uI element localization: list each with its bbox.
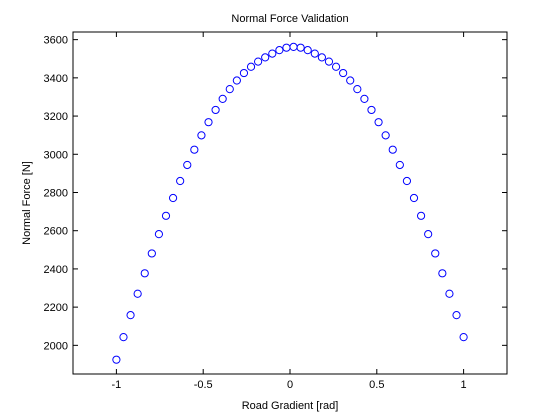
data-point — [176, 176, 185, 186]
data-point — [374, 118, 383, 127]
data-point — [331, 62, 341, 71]
data-point — [161, 211, 171, 220]
data-point — [168, 193, 178, 203]
x-axis: -1 -0.5 0 0.5 1 — [112, 32, 467, 391]
data-point — [133, 289, 142, 298]
y-axis-title: Normal Force [N] — [21, 161, 33, 245]
data-point — [431, 249, 440, 258]
data-point — [190, 145, 199, 154]
y-tick-label: 2200 — [44, 302, 68, 314]
y-tick-label: 3200 — [44, 111, 68, 123]
data-point — [402, 176, 412, 186]
data-point — [360, 94, 369, 103]
data-point — [452, 311, 461, 320]
x-tick-label: -0.5 — [194, 379, 213, 391]
y-tick-label: 3000 — [44, 149, 68, 161]
x-axis-title: Road Gradient [rad] — [242, 400, 339, 412]
data-point — [112, 355, 121, 364]
data-point — [268, 49, 277, 58]
x-tick-label: 0.5 — [369, 379, 384, 391]
data-point — [204, 118, 213, 127]
x-tick-label: 0 — [287, 379, 293, 391]
data-point — [438, 269, 447, 278]
data-point — [310, 49, 319, 58]
y-tick-label: 2400 — [44, 264, 68, 276]
data-point — [395, 160, 404, 170]
data-point — [261, 53, 270, 62]
x-tick-label: 1 — [461, 379, 467, 391]
data-point — [459, 333, 468, 342]
data-point — [254, 57, 263, 66]
data-point — [147, 249, 156, 258]
data-point — [339, 68, 348, 78]
data-point — [239, 68, 249, 78]
data-point — [218, 94, 227, 103]
data-point — [324, 57, 334, 66]
data-point — [346, 76, 355, 85]
data-point — [367, 105, 376, 115]
data-point — [246, 62, 256, 71]
data-point — [154, 230, 164, 239]
y-tick-label: 2600 — [44, 226, 68, 238]
data-point — [197, 131, 206, 140]
data-point — [119, 333, 128, 342]
data-point — [381, 131, 390, 140]
data-point — [303, 46, 312, 55]
data-point — [183, 160, 192, 170]
data-point — [126, 311, 135, 320]
data-point — [445, 289, 454, 298]
data-points — [112, 42, 468, 364]
chart-title: Normal Force Validation — [231, 13, 348, 25]
plot-area — [72, 31, 508, 375]
data-point — [388, 145, 397, 154]
data-point — [275, 46, 284, 55]
data-point — [211, 105, 220, 115]
data-point — [416, 211, 426, 220]
x-tick-label: -1 — [112, 379, 122, 391]
data-point — [232, 76, 241, 85]
data-point — [296, 43, 305, 52]
data-point — [140, 269, 149, 278]
data-point — [225, 85, 234, 94]
y-tick-label: 2000 — [44, 340, 68, 352]
y-tick-label: 2800 — [44, 187, 68, 199]
data-point — [353, 85, 362, 94]
y-axis: 2000 2200 2400 2600 2800 3000 3200 3400 3600 — [44, 35, 507, 352]
data-point — [424, 230, 433, 239]
data-point — [409, 193, 419, 203]
y-tick-label: 3400 — [44, 73, 68, 85]
y-tick-label: 3600 — [44, 35, 68, 47]
data-point — [317, 53, 326, 62]
